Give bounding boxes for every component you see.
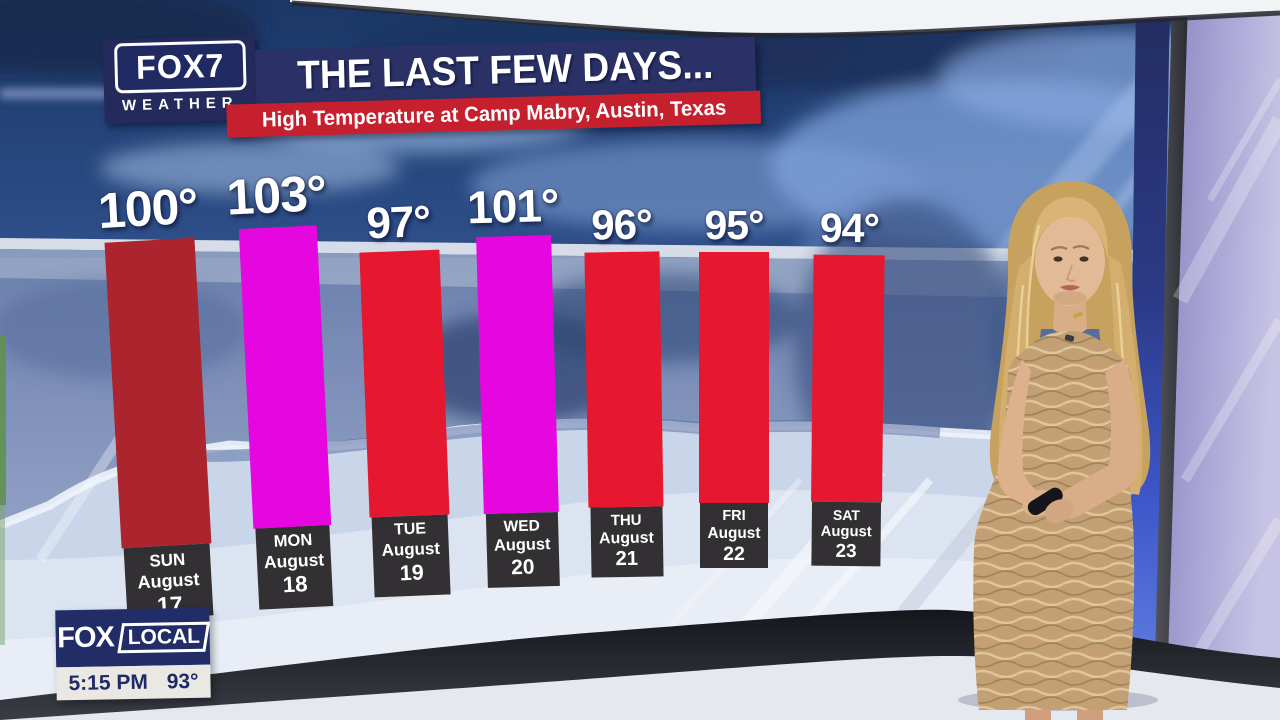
fox-local-logo: FOX LOCAL: [55, 607, 211, 668]
local-wordmark-box: LOCAL: [117, 621, 211, 653]
lavender-panel: [1168, 0, 1280, 660]
presenter-right-arm: [1056, 359, 1141, 519]
weather-presenter: [973, 181, 1151, 720]
fox-wordmark: FOX: [56, 621, 115, 655]
local-wordmark: LOCAL: [127, 624, 201, 649]
fox7-logo-text: FOX7: [135, 46, 225, 86]
presentation-clicker: [1027, 487, 1063, 516]
time-temp-bar: 5:15 PM 93°: [56, 664, 211, 701]
chart-header: FOX7 WEATHER THE LAST FEW DAYS... High T…: [95, 20, 798, 150]
station-bug: FOX LOCAL 5:15 PM 93°: [55, 607, 211, 701]
wall-seam: [1154, 0, 1192, 700]
presenter-face: [1035, 216, 1105, 306]
current-temperature: 93°: [166, 669, 199, 693]
fox7-logo: FOX7: [114, 40, 247, 94]
presenter-left-arm: [997, 359, 1045, 509]
videowall-bottom-bezel: [0, 609, 1280, 720]
green-edge-sliver: [0, 335, 6, 505]
chart-title: THE LAST FEW DAYS...: [296, 42, 715, 98]
chart-subtitle: High Temperature at Camp Mabry, Austin, …: [261, 96, 727, 132]
current-time: 5:15 PM: [68, 670, 149, 695]
